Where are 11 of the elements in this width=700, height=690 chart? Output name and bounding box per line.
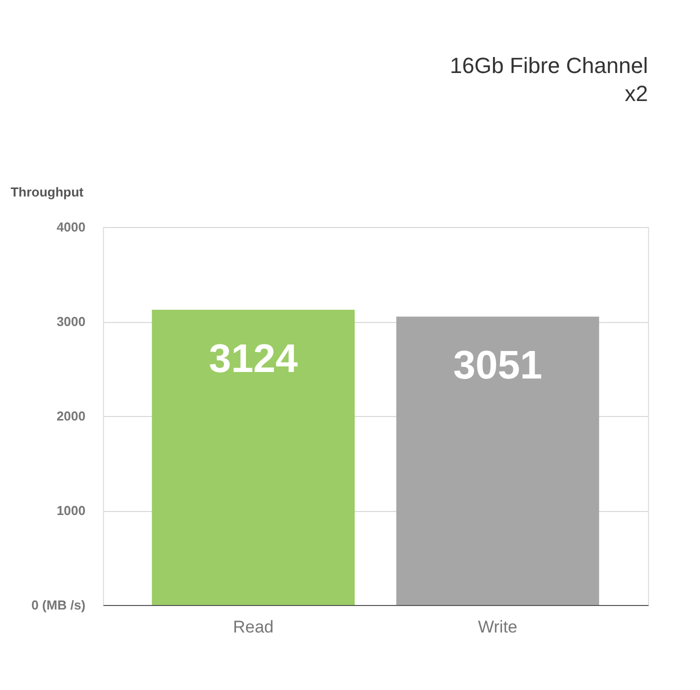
- y-tick-label: 3000: [56, 314, 86, 329]
- data-label: 3051: [453, 344, 542, 388]
- x-tick-label: Read: [232, 618, 274, 636]
- y-tick-label: 0 (MB /s): [31, 598, 86, 612]
- y-tick-label: 1000: [56, 503, 86, 518]
- y-axis-title: Throughput: [10, 184, 84, 200]
- data-label: 3124: [208, 336, 299, 381]
- y-tick-label: 2000: [56, 408, 86, 424]
- chart-title: 16Gb Fibre Channel x2: [450, 53, 648, 106]
- y-tick-label: 4000: [56, 220, 86, 234]
- x-tick-label: Write: [478, 618, 518, 636]
